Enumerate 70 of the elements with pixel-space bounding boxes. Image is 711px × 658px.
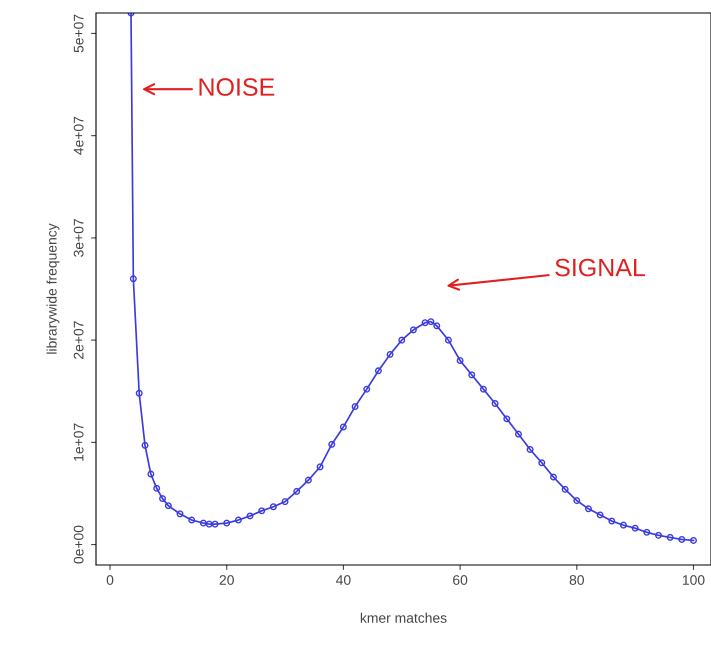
point: [643, 528, 650, 536]
point: [584, 505, 592, 512]
point: [188, 516, 196, 524]
point: [573, 497, 580, 504]
point: [328, 440, 336, 448]
point: [212, 520, 219, 528]
x-tick-label: 60: [453, 575, 468, 585]
x-tick-label: 40: [336, 575, 351, 585]
point: [352, 403, 359, 410]
x-tick-label: 100: [682, 575, 705, 585]
y-tick-label: 5e+07: [74, 14, 84, 52]
y-tick-label: 3e+07: [74, 219, 84, 257]
point: [690, 536, 697, 544]
point: [164, 502, 172, 510]
point: [136, 390, 143, 397]
point: [340, 424, 347, 430]
point: [293, 488, 300, 495]
point: [503, 415, 510, 422]
point: [223, 520, 230, 527]
point: [433, 322, 440, 330]
point: [282, 498, 289, 506]
point: [468, 371, 476, 378]
annotation: SIGNAL: [555, 258, 646, 276]
point: [316, 463, 324, 470]
point: [596, 511, 604, 518]
y-tick-label: 0e+00: [74, 526, 84, 564]
point: [666, 534, 674, 541]
point: [159, 495, 166, 502]
point: [130, 275, 137, 282]
point: [176, 510, 184, 518]
y-axis-title: librarywide frequency: [46, 223, 60, 354]
point: [526, 446, 534, 453]
point: [142, 442, 148, 449]
point: [422, 319, 429, 326]
x-tick-label: 20: [220, 575, 234, 585]
point: [270, 503, 277, 510]
annotation: NOISE: [200, 78, 274, 96]
point: [562, 486, 569, 493]
point: [234, 516, 242, 524]
point: [620, 522, 627, 529]
point: [410, 326, 417, 334]
point: [492, 400, 499, 407]
point: [456, 357, 464, 364]
point: [550, 474, 557, 481]
point: [386, 350, 394, 358]
point: [427, 318, 434, 326]
point: [608, 518, 616, 525]
point: [538, 459, 546, 466]
y-tick-label: 4e+07: [74, 116, 84, 155]
x-tick-label: 80: [570, 575, 584, 585]
point: [632, 524, 639, 532]
point: [444, 336, 452, 344]
y-tick-label: 2e+07: [74, 321, 84, 359]
point: [678, 536, 686, 543]
point: [363, 386, 370, 393]
point: [304, 476, 312, 484]
point: [258, 507, 266, 514]
point: [246, 512, 254, 520]
point: [374, 367, 382, 374]
point: [480, 386, 487, 393]
point: [655, 532, 662, 539]
y-tick-label: 1e+07: [74, 424, 84, 461]
x-tick-label: 0: [106, 575, 114, 585]
x-axis-title: kmer matches: [360, 612, 447, 623]
point: [206, 520, 213, 528]
point: [514, 430, 522, 438]
point: [200, 520, 207, 527]
point: [147, 470, 154, 478]
point: [153, 484, 160, 492]
point: [398, 336, 406, 344]
